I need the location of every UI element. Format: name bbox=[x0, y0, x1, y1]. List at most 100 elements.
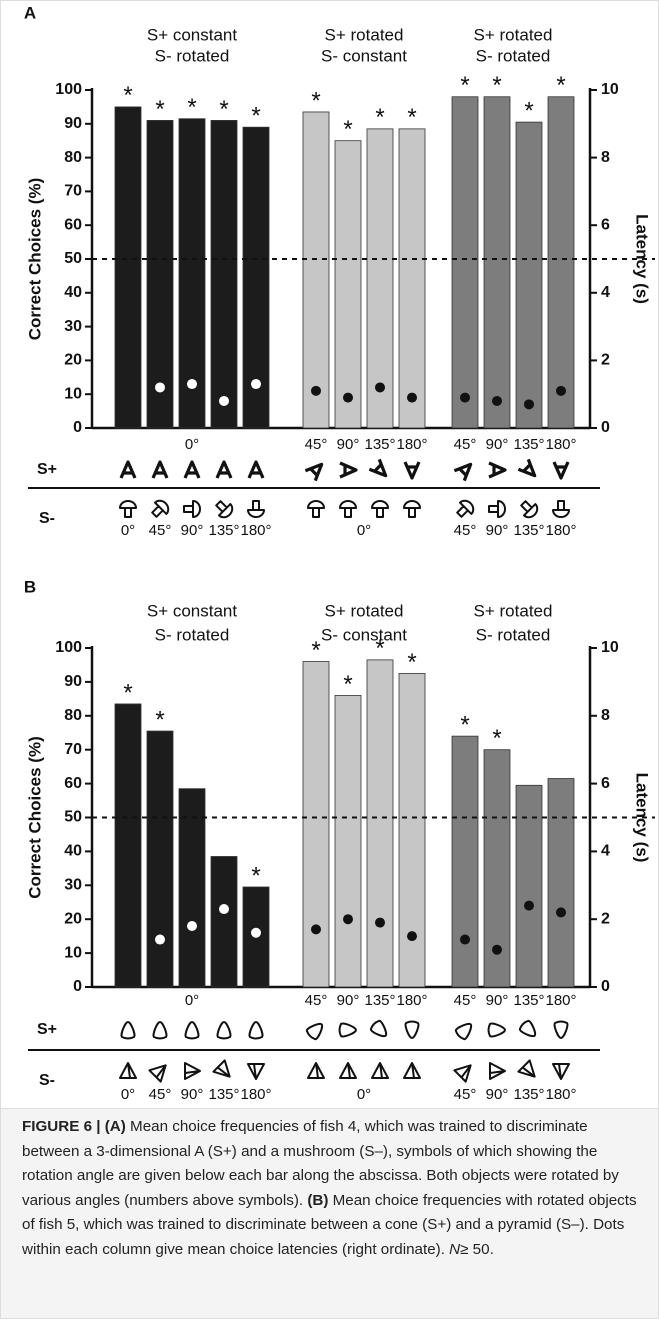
significance-marker: * bbox=[375, 104, 384, 131]
sminus-symbol bbox=[552, 500, 570, 518]
splus-symbol bbox=[403, 461, 421, 480]
latency-dot bbox=[155, 934, 165, 945]
significance-marker: * bbox=[251, 103, 260, 130]
group-title: S- rotated bbox=[155, 46, 230, 65]
group-title: S- rotated bbox=[476, 46, 551, 65]
angle-label: 90° bbox=[486, 436, 509, 453]
angle-label: 135° bbox=[513, 522, 544, 539]
sminus-symbol bbox=[119, 1062, 137, 1079]
y2-tick-label: 2 bbox=[601, 910, 610, 927]
caption-text: FIGURE 6 | (A) bbox=[22, 1118, 126, 1135]
angle-label: 45° bbox=[454, 436, 477, 453]
significance-marker: * bbox=[311, 637, 320, 664]
sminus-symbol bbox=[403, 500, 421, 518]
angle-label: 0° bbox=[121, 522, 135, 539]
y-tick-label: 10 bbox=[64, 385, 82, 402]
y-tick-label: 60 bbox=[64, 216, 82, 233]
angle-label: 45° bbox=[454, 1086, 477, 1103]
angle-label: 45° bbox=[454, 522, 477, 539]
sminus-symbol bbox=[517, 1059, 536, 1078]
sminus-symbol bbox=[371, 1062, 389, 1079]
bar bbox=[302, 661, 330, 988]
latency-dot bbox=[311, 924, 321, 935]
y-tick-label: 100 bbox=[55, 81, 82, 98]
bar bbox=[242, 126, 270, 429]
splus-symbol bbox=[152, 1021, 168, 1040]
splus-symbol bbox=[151, 460, 169, 479]
panel-label: A bbox=[24, 3, 36, 22]
splus-symbol bbox=[339, 461, 358, 479]
y2-tick-label: 4 bbox=[601, 843, 610, 860]
splus-symbol bbox=[338, 1022, 357, 1038]
y-tick-label: 10 bbox=[64, 944, 82, 961]
y-axis-label: Correct Choices (%) bbox=[25, 736, 44, 898]
latency-dot bbox=[407, 931, 417, 942]
bar bbox=[451, 735, 479, 988]
significance-marker: * bbox=[155, 96, 164, 123]
sminus-label: S- bbox=[39, 1072, 55, 1089]
significance-marker: * bbox=[492, 72, 501, 99]
y-tick-label: 80 bbox=[64, 149, 82, 166]
latency-dot bbox=[492, 944, 502, 955]
y-axis-label: Correct Choices (%) bbox=[25, 178, 44, 340]
group-title: S- rotated bbox=[155, 625, 230, 644]
angle-label: 0° bbox=[185, 992, 199, 1009]
splus-symbol bbox=[305, 1022, 324, 1041]
sminus-symbol bbox=[453, 1064, 472, 1083]
significance-marker: * bbox=[407, 649, 416, 676]
y-tick-label: 20 bbox=[64, 352, 82, 369]
y2-tick-label: 6 bbox=[601, 216, 610, 233]
significance-marker: * bbox=[187, 94, 196, 121]
angle-label: 180° bbox=[545, 436, 576, 453]
y2-tick-label: 10 bbox=[601, 639, 619, 656]
latency-dot bbox=[375, 917, 385, 928]
angle-label: 135° bbox=[513, 1086, 544, 1103]
sminus-symbol bbox=[119, 500, 137, 518]
bar bbox=[483, 96, 511, 429]
bar bbox=[547, 96, 575, 429]
bar bbox=[334, 695, 362, 988]
angle-label: 90° bbox=[486, 992, 509, 1009]
latency-dot bbox=[524, 399, 534, 410]
angle-label: 45° bbox=[305, 992, 328, 1009]
sminus-symbol bbox=[184, 1062, 201, 1080]
latency-dot bbox=[187, 379, 197, 390]
y-tick-label: 0 bbox=[73, 978, 82, 995]
latency-dot bbox=[311, 385, 321, 396]
latency-dot bbox=[251, 379, 261, 390]
latency-dot bbox=[407, 392, 417, 403]
significance-marker: * bbox=[155, 706, 164, 733]
y2-tick-label: 8 bbox=[601, 149, 610, 166]
bar bbox=[146, 730, 174, 988]
splus-symbol bbox=[248, 1021, 264, 1040]
significance-marker: * bbox=[343, 116, 352, 143]
splus-symbol bbox=[304, 462, 324, 482]
splus-symbol bbox=[119, 460, 137, 479]
y2-tick-label: 8 bbox=[601, 707, 610, 724]
significance-marker: * bbox=[251, 862, 260, 889]
angle-label: 45° bbox=[454, 992, 477, 1009]
latency-dot bbox=[492, 395, 502, 406]
sminus-symbol bbox=[552, 1063, 570, 1080]
latency-dot bbox=[343, 392, 353, 403]
splus-symbol bbox=[215, 460, 233, 479]
angle-label: 180° bbox=[545, 1086, 576, 1103]
y-tick-label: 60 bbox=[64, 775, 82, 792]
bar bbox=[515, 784, 543, 988]
angle-label: 135° bbox=[513, 992, 544, 1009]
caption-text: ≥ 50. bbox=[460, 1240, 494, 1258]
angle-label: 135° bbox=[208, 1086, 239, 1103]
angle-label: 90° bbox=[181, 1086, 204, 1103]
latency-dot bbox=[219, 904, 229, 915]
y-tick-label: 90 bbox=[64, 115, 82, 132]
splus-symbol bbox=[552, 461, 570, 480]
sminus-symbol bbox=[247, 1063, 265, 1080]
angle-label: 45° bbox=[149, 522, 172, 539]
group-title: S- rotated bbox=[476, 625, 551, 644]
bar bbox=[302, 111, 330, 429]
y-tick-label: 100 bbox=[55, 639, 82, 656]
bar bbox=[398, 128, 426, 429]
bar bbox=[515, 121, 543, 429]
latency-dot bbox=[524, 900, 534, 911]
